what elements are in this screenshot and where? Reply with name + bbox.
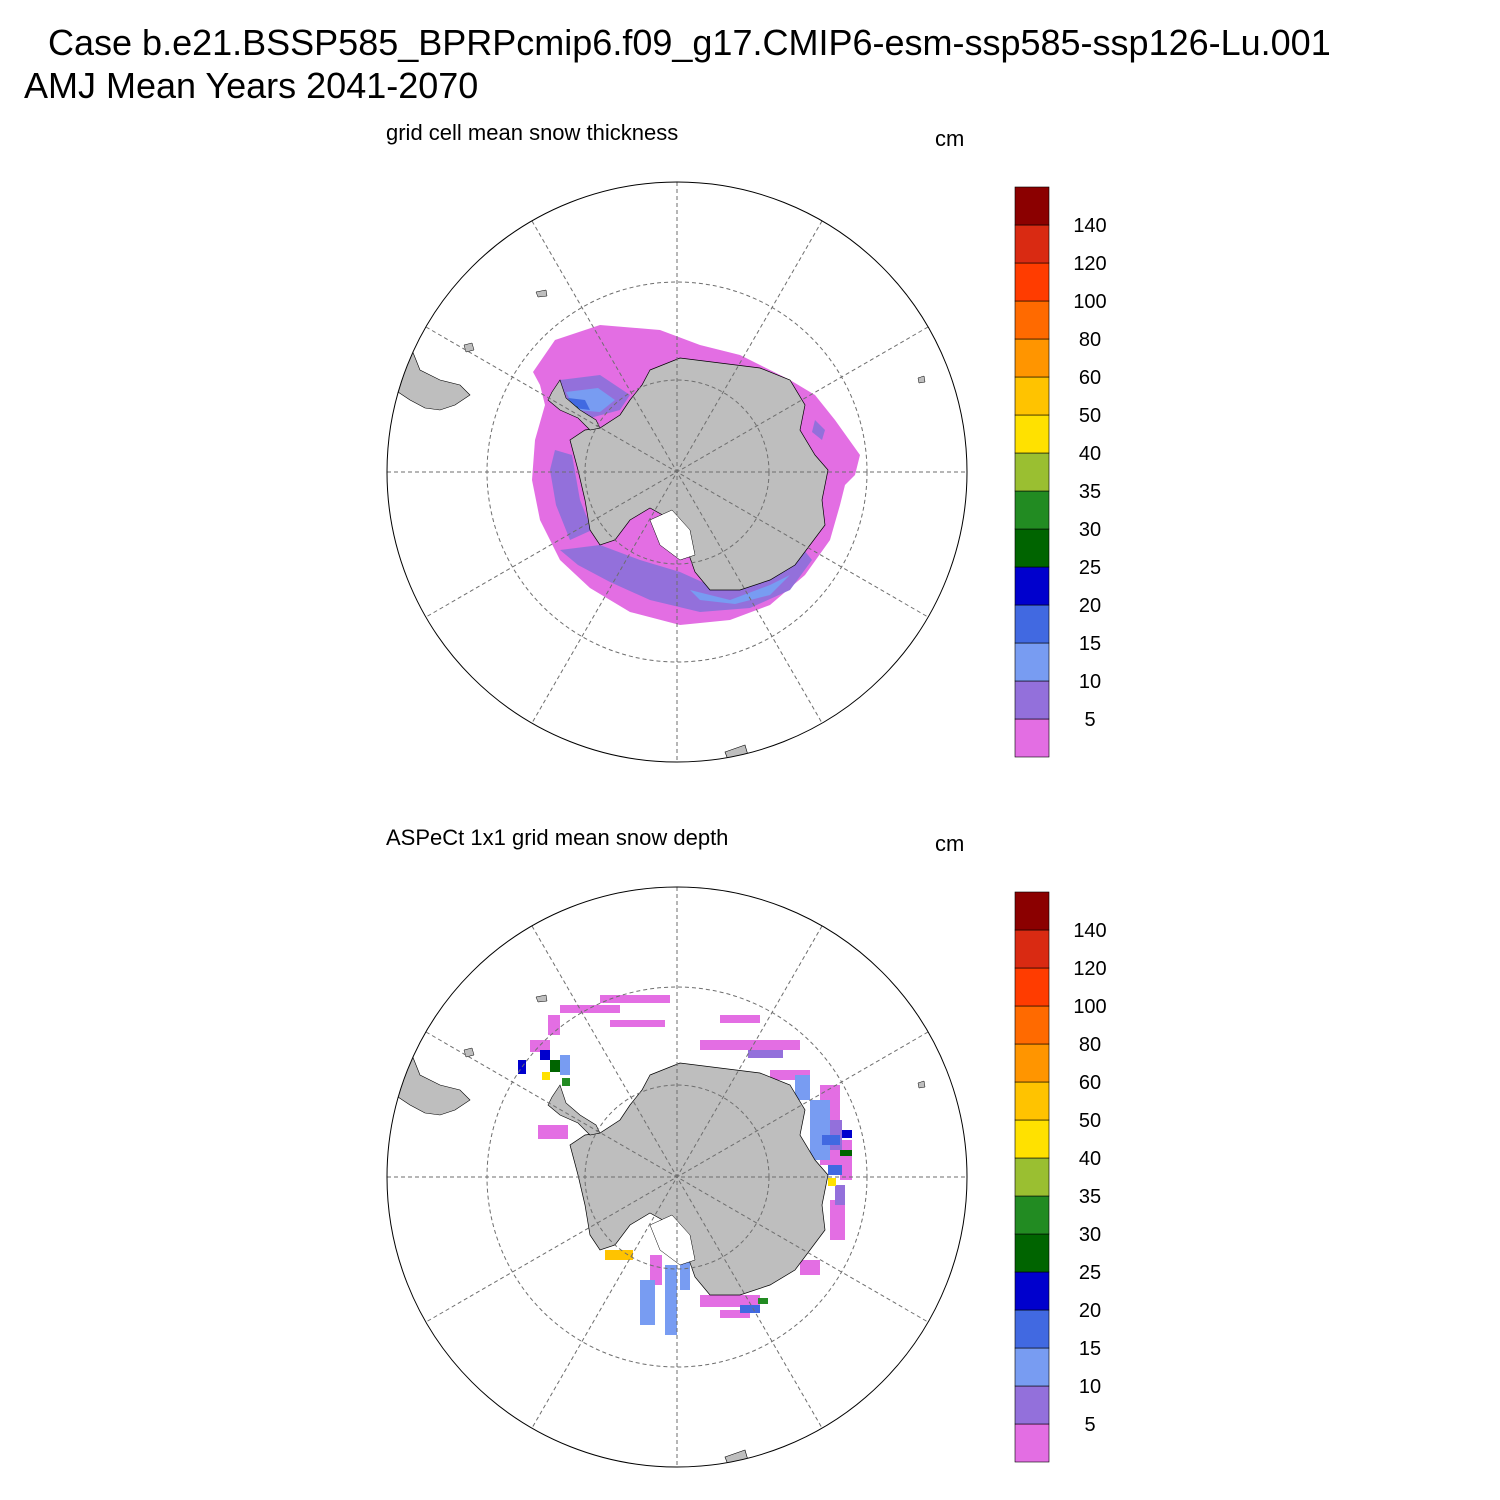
colorbar-box-7	[1014, 1157, 1050, 1197]
colorbar-tick-label: 15	[1079, 633, 1101, 655]
colorbar-tick-label: 100	[1073, 996, 1106, 1018]
colorbar-box-6	[1014, 1195, 1050, 1235]
colorbar-tick-label: 50	[1079, 405, 1101, 427]
south-georgia	[535, 289, 548, 298]
colorbar-tick-label: 40	[1079, 443, 1101, 465]
south-america	[387, 329, 471, 411]
colorbar-tick-label: 60	[1079, 1072, 1101, 1094]
units-label-model: cm	[935, 126, 965, 151]
snow-field-10cm-south	[690, 575, 790, 604]
panel-title-obs: ASPeCt 1x1 grid mean snow depth	[386, 825, 729, 850]
colorbar-tick-label: 120	[1073, 253, 1106, 275]
map-boundary-obs	[386, 886, 968, 1468]
south-america	[387, 1034, 471, 1116]
colorbar-box-3	[1014, 1309, 1050, 1349]
colorbar-box-11	[1014, 1005, 1050, 1045]
colorbar-box-0	[1014, 1423, 1050, 1463]
colorbar-box-0	[1014, 718, 1050, 758]
falklands	[463, 1047, 475, 1058]
colorbar-tick-label: 15	[1079, 1338, 1101, 1360]
colorbar-tick-label: 140	[1073, 215, 1106, 237]
map-obs-snow-depth	[386, 886, 968, 1468]
antarctic-peninsula	[547, 379, 601, 431]
graticule-model	[387, 182, 967, 762]
antarctic-peninsula	[547, 1084, 601, 1136]
colorbar-tick-label: 5	[1084, 709, 1095, 731]
colorbar-tick-label: 140	[1073, 920, 1106, 942]
colorbar-tick-label: 120	[1073, 958, 1106, 980]
kerguelen	[917, 1080, 926, 1089]
colorbar-tick-label: 5	[1084, 1414, 1095, 1436]
snow-field-5cm-west	[550, 450, 592, 540]
case-title: Case b.e21.BSSP585_BPRPcmip6.f09_g17.CMI…	[48, 22, 1331, 63]
colorbar-box-13	[1014, 929, 1050, 969]
colorbar-box-5	[1014, 528, 1050, 568]
antarctica-landmass	[569, 1062, 829, 1296]
colorbar-box-4	[1014, 1271, 1050, 1311]
snow-field-east-5cm	[812, 420, 825, 440]
colorbar-tick-label: 35	[1079, 481, 1101, 503]
colorbar-box-2	[1014, 642, 1050, 682]
colorbar-box-3	[1014, 604, 1050, 644]
panel-title-model: grid cell mean snow thickness	[386, 120, 679, 145]
colorbar-box-12	[1014, 262, 1050, 302]
colorbar-box-2	[1014, 1347, 1050, 1387]
colorbar-tick-label: 25	[1079, 1262, 1101, 1284]
colorbar-tick-label: 60	[1079, 367, 1101, 389]
colorbar-obs: 5 10 15 20 25 30 35 40 50 60 80 100 120 140	[1014, 891, 1107, 1463]
colorbar-tick-label: 30	[1079, 519, 1101, 541]
colorbar-box-14	[1014, 186, 1050, 226]
colorbar-tick-label: 35	[1079, 1186, 1101, 1208]
antarctica-landmass	[569, 357, 829, 591]
colorbar-tick-label: 25	[1079, 557, 1101, 579]
colorbar-box-10	[1014, 1043, 1050, 1083]
graticule-obs	[387, 887, 967, 1467]
colorbar-box-13	[1014, 224, 1050, 264]
colorbar-box-14	[1014, 891, 1050, 931]
colorbar-tick-label: 20	[1079, 595, 1101, 617]
period-title: AMJ Mean Years 2041-2070	[24, 65, 479, 106]
colorbar-box-6	[1014, 490, 1050, 530]
falklands	[463, 342, 475, 353]
colorbar-tick-label: 10	[1079, 671, 1101, 693]
colorbar-tick-label: 30	[1079, 1224, 1101, 1246]
colorbar-box-8	[1014, 1119, 1050, 1159]
south-georgia	[535, 994, 548, 1003]
colorbar-box-9	[1014, 376, 1050, 416]
colorbar-tick-label: 20	[1079, 1300, 1101, 1322]
colorbar-tick-label: 100	[1073, 291, 1106, 313]
snow-field-obs	[518, 995, 852, 1335]
colorbar-model: 5 10 15 20 25 30 35 40 50 60 80 100 120 140	[1014, 186, 1107, 758]
colorbar-tick-label: 10	[1079, 1376, 1101, 1398]
colorbar-box-11	[1014, 300, 1050, 340]
colorbar-box-10	[1014, 338, 1050, 378]
colorbar-box-1	[1014, 680, 1050, 720]
colorbar-box-12	[1014, 967, 1050, 1007]
kerguelen	[917, 375, 926, 384]
colorbar-tick-label: 80	[1079, 1034, 1101, 1056]
map-model-snow-thickness	[386, 181, 968, 763]
colorbar-box-1	[1014, 1385, 1050, 1425]
ross-ice-shelf-gap	[649, 509, 696, 561]
colorbar-tick-label: 80	[1079, 329, 1101, 351]
colorbar-box-4	[1014, 566, 1050, 606]
colorbar-box-8	[1014, 414, 1050, 454]
colorbar-box-5	[1014, 1233, 1050, 1273]
colorbar-box-9	[1014, 1081, 1050, 1121]
units-label-obs: cm	[935, 831, 965, 856]
colorbar-box-7	[1014, 452, 1050, 492]
colorbar-tick-label: 40	[1079, 1148, 1101, 1170]
colorbar-tick-label: 50	[1079, 1110, 1101, 1132]
map-boundary-model	[386, 181, 968, 763]
ross-ice-shelf-gap	[649, 1214, 696, 1266]
